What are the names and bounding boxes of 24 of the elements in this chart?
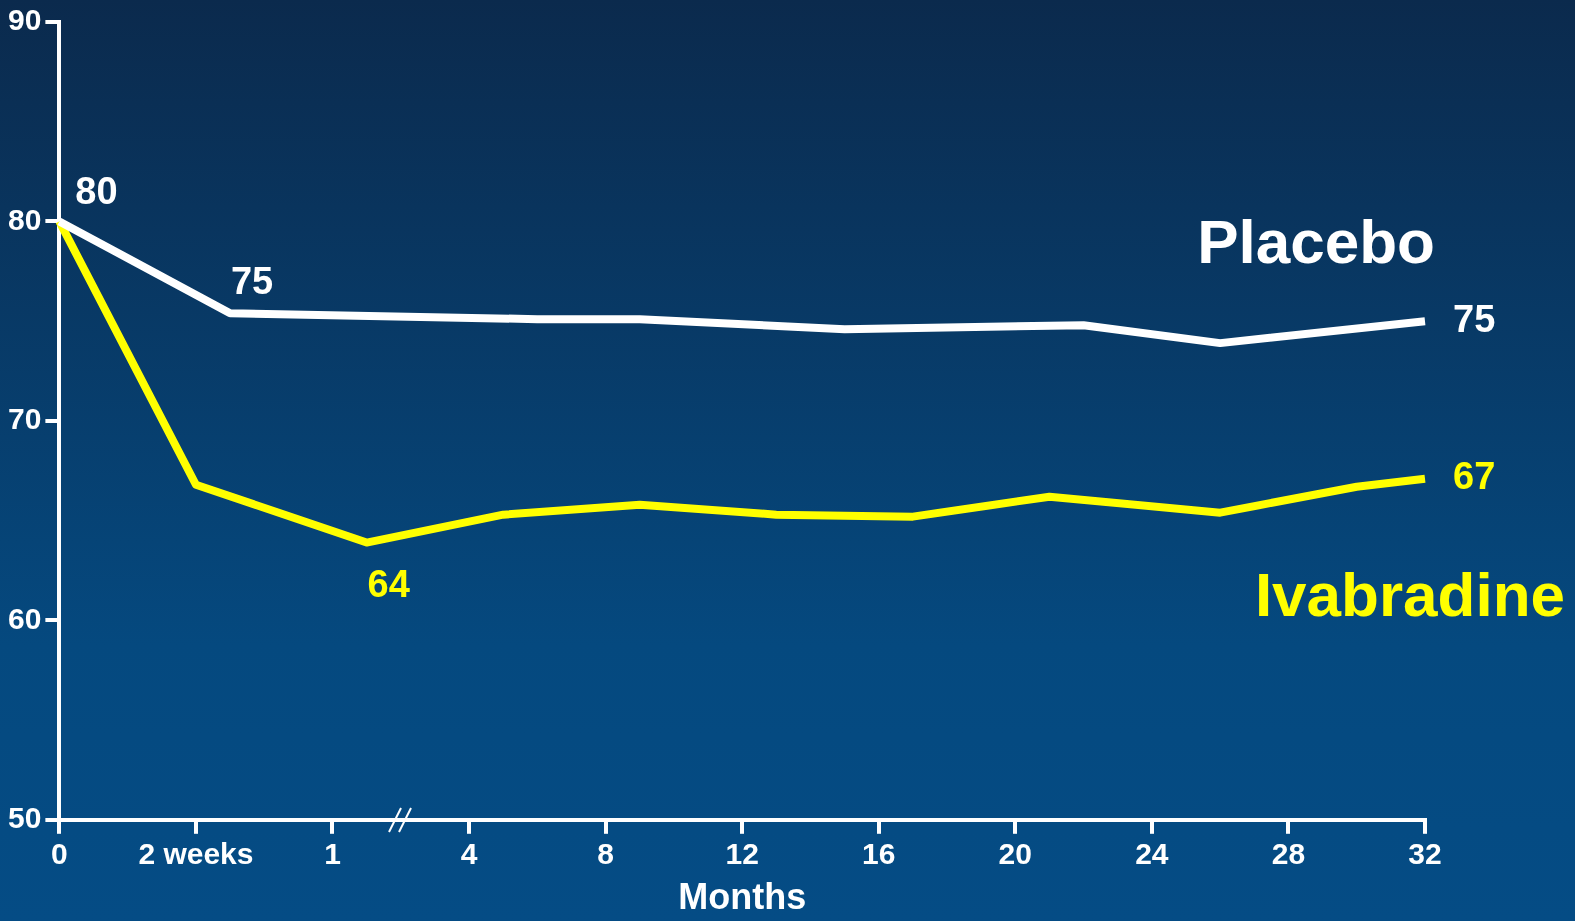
- data-label: 75: [230, 259, 274, 302]
- series-label: Placebo: [1197, 207, 1435, 277]
- y-tick-label: 60: [7, 601, 42, 635]
- data-label: 67: [1453, 455, 1496, 498]
- x-tick-label: 20: [998, 837, 1032, 871]
- x-tick-label: 1: [324, 837, 341, 871]
- y-tick-label: 70: [7, 402, 42, 436]
- x-tick-label: 16: [862, 837, 896, 871]
- x-tick-label: 4: [460, 837, 478, 871]
- x-tick-label: 32: [1408, 837, 1442, 871]
- y-tick-label: 50: [7, 801, 42, 835]
- data-label: 75: [1453, 297, 1496, 340]
- x-tick-label: 2 weeks: [138, 837, 254, 871]
- data-label: 64: [367, 563, 410, 606]
- y-tick-label: 80: [7, 202, 42, 236]
- data-label: 80: [75, 169, 118, 212]
- y-tick-label: 90: [7, 3, 42, 37]
- x-tick-label: 12: [725, 837, 759, 871]
- x-tick-label: 24: [1135, 837, 1169, 871]
- x-tick-label: 8: [597, 837, 614, 871]
- series-label: Ivabradine: [1254, 559, 1565, 629]
- x-axis-title: Months: [678, 876, 807, 918]
- x-tick-label: 0: [51, 837, 68, 871]
- x-tick-label: 28: [1271, 837, 1306, 871]
